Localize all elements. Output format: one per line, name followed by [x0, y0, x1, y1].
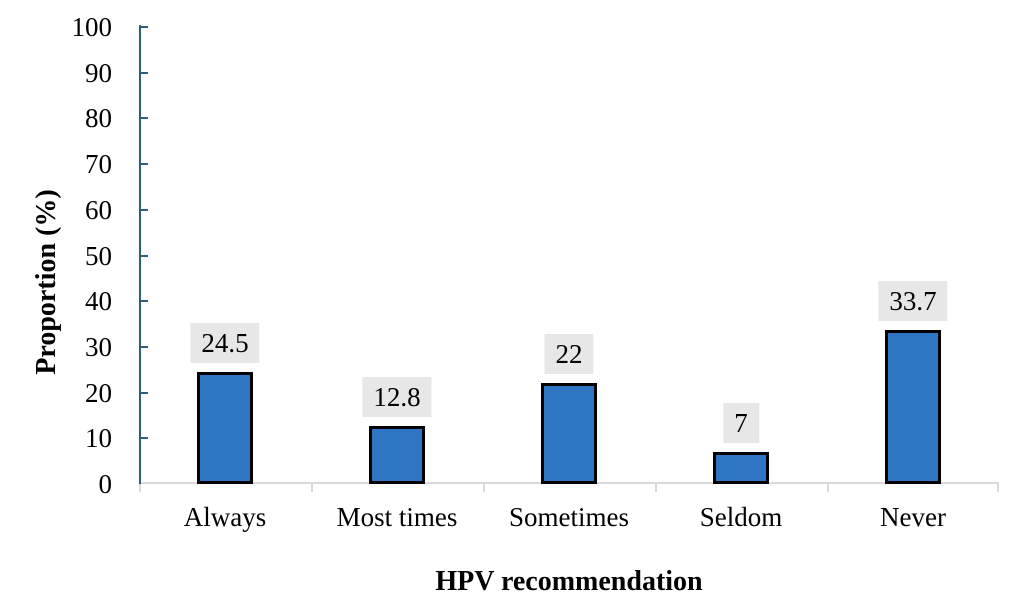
y-axis-tick [139, 117, 148, 120]
x-axis-tick [483, 484, 485, 492]
y-tick-label: 20 [85, 377, 112, 408]
y-tick-label: 40 [85, 286, 112, 317]
y-axis-tick [139, 71, 148, 74]
y-axis-tick [139, 300, 148, 303]
y-tick-label: 0 [98, 469, 113, 499]
y-axis-tick [139, 208, 148, 211]
value-label: 12.8 [362, 377, 432, 417]
y-axis-tick [139, 345, 148, 348]
x-axis-tick [997, 484, 999, 492]
y-axis-tick [139, 437, 148, 440]
y-tick-label: 60 [85, 194, 112, 225]
x-axis-tick [139, 484, 141, 492]
y-axis-tick [139, 254, 148, 257]
value-label: 22 [544, 334, 594, 374]
value-label: 33.7 [878, 281, 948, 321]
x-axis-title: HPV recommendation [435, 566, 703, 597]
x-axis-tick [827, 484, 829, 492]
value-label: 24.5 [190, 323, 260, 363]
y-tick-label: 50 [85, 240, 112, 271]
y-tick-label: 30 [85, 331, 112, 362]
y-axis-tick [139, 163, 148, 166]
y-axis-tick [139, 26, 148, 28]
y-tick-label: 10 [85, 423, 112, 454]
x-category-label: Always [183, 502, 267, 532]
bar-sometimes [541, 383, 597, 484]
bar-seldom [713, 452, 769, 484]
x-category-label: Sometimes [509, 502, 629, 532]
y-tick-label: 100 [71, 12, 113, 42]
x-axis-tick [311, 484, 313, 492]
bar-most-times [369, 426, 425, 484]
y-tick-label: 70 [85, 149, 112, 180]
bar-always [197, 372, 253, 484]
y-tick-label: 90 [85, 57, 112, 88]
y-tick-label: 80 [85, 103, 112, 134]
value-label: 7 [723, 403, 759, 443]
x-category-label: Seldom [699, 502, 783, 532]
plot-area: 24.5 12.8 22 7 33.7 [139, 25, 999, 492]
x-category-label: Most times [336, 502, 458, 532]
y-axis-tick [139, 391, 148, 394]
bar-never [885, 330, 941, 484]
x-category-label: Never [880, 502, 946, 532]
x-axis-tick [655, 484, 657, 492]
